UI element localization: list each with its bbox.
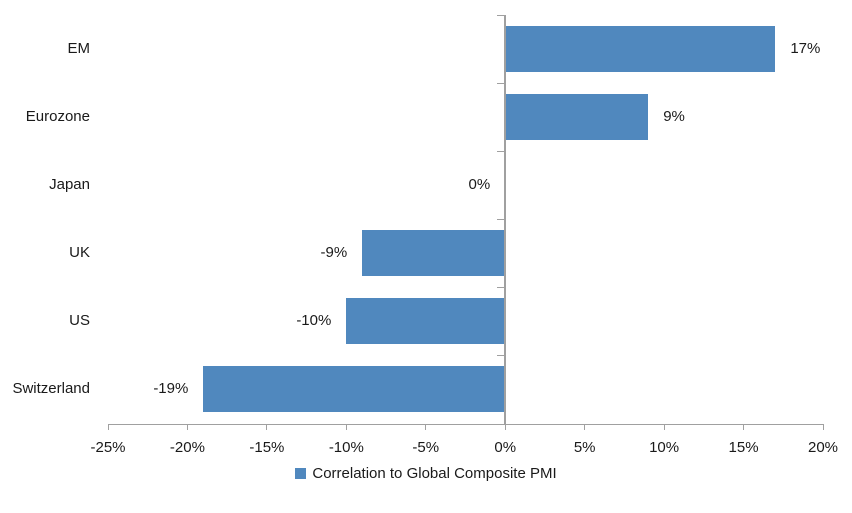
legend-label: Correlation to Global Composite PMI [312,464,557,482]
category-label-eurozone: Eurozone [25,108,90,125]
category-tick [497,287,505,288]
x-tick [584,424,586,430]
x-tick-label: 5% [573,439,596,456]
value-label-switzerland: -19% [153,380,189,397]
y-axis-line [504,15,507,424]
bar-us [346,298,506,344]
x-tick [266,424,268,430]
x-tick-label: 0% [494,439,517,456]
category-tick [497,83,505,84]
category-label-us: US [69,312,90,329]
x-tick [186,424,188,430]
category-tick [497,151,505,152]
x-tick [663,424,665,430]
bar-em [505,26,776,72]
x-tick-label: 20% [807,439,839,456]
x-tick-label: -10% [328,439,364,456]
category-tick [497,355,505,356]
category-label-uk: UK [69,244,90,261]
legend: Correlation to Global Composite PMI [0,463,852,483]
x-tick-label: 10% [649,439,680,456]
category-label-em: EM [67,40,91,57]
x-tick [504,424,506,430]
category-label-japan: Japan [49,176,90,193]
x-tick [743,424,745,430]
value-label-uk: -9% [320,244,348,261]
x-tick-label: -25% [90,439,126,456]
x-axis-line [108,424,824,425]
value-label-japan: 0% [468,176,491,193]
value-label-us: -10% [296,312,332,329]
value-label-em: 17% [790,40,821,57]
x-tick-label: -5% [412,439,440,456]
category-label-switzerland: Switzerland [12,380,90,397]
x-tick-label: -15% [249,439,285,456]
x-tick [822,424,824,430]
category-tick [497,15,505,16]
bar-eurozone [505,94,649,140]
value-label-eurozone: 9% [663,108,685,125]
x-tick [345,424,347,430]
bar-uk [362,230,506,276]
legend-swatch-icon [295,467,307,479]
x-tick [425,424,427,430]
x-tick-label: 15% [728,439,759,456]
x-tick [107,424,109,430]
category-tick [497,219,505,220]
bar-switzerland [203,366,506,412]
x-tick-label: -20% [169,439,205,456]
